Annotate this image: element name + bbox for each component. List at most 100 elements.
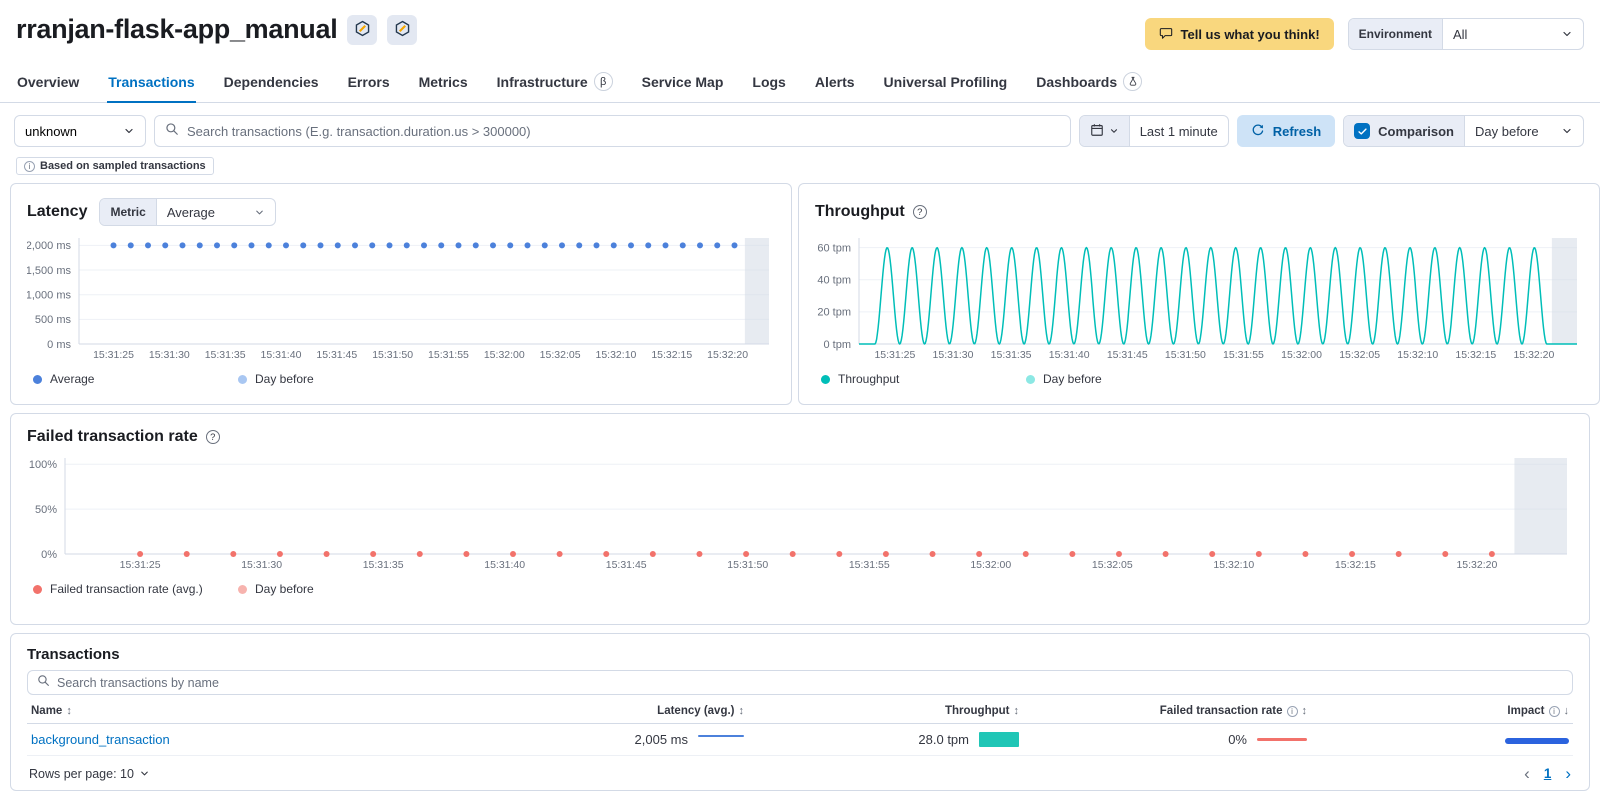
tab-universal-profiling[interactable]: Universal Profiling <box>883 66 1009 102</box>
svg-text:15:31:45: 15:31:45 <box>1107 349 1148 361</box>
tab-dashboards[interactable]: Dashboards <box>1035 66 1143 102</box>
comparison-label: Comparison <box>1378 124 1454 139</box>
time-range-picker[interactable]: Last 1 minute <box>1079 115 1229 147</box>
legend-item[interactable]: Throughput <box>821 372 1026 386</box>
failed-rate-chart: 0%50%100%15:31:2515:31:3015:31:3515:31:4… <box>27 452 1573 574</box>
column-header-impact[interactable]: Impacti↓ <box>1507 705 1569 717</box>
chevron-down-icon <box>123 125 135 137</box>
svg-text:15:31:25: 15:31:25 <box>874 349 915 361</box>
sort-desc-icon: ↓ <box>1564 705 1570 717</box>
tab-label: Service Map <box>642 74 724 90</box>
latency-legend: AverageDay before <box>27 372 775 386</box>
column-header-latency[interactable]: Latency (avg.)↕ <box>657 705 744 717</box>
svg-text:15:32:20: 15:32:20 <box>707 349 748 361</box>
comparison-select[interactable]: Day before <box>1465 116 1583 146</box>
legend-dot-icon <box>238 585 247 594</box>
svg-text:15:32:10: 15:32:10 <box>1397 349 1438 361</box>
svg-text:20 tpm: 20 tpm <box>817 307 851 319</box>
next-page-button[interactable]: › <box>1565 765 1571 782</box>
column-header-failed-rate[interactable]: Failed transaction ratei↕ <box>1160 705 1307 717</box>
svg-text:15:31:50: 15:31:50 <box>727 559 768 571</box>
failed-rate-legend: Failed transaction rate (avg.)Day before <box>27 582 1573 596</box>
tab-alerts[interactable]: Alerts <box>814 66 856 102</box>
refresh-button[interactable]: Refresh <box>1237 115 1335 147</box>
svg-text:15:31:50: 15:31:50 <box>372 349 413 361</box>
svg-text:15:32:15: 15:32:15 <box>651 349 692 361</box>
sort-icon: ↕ <box>1302 705 1308 717</box>
legend-item[interactable]: Day before <box>238 372 443 386</box>
comparison-checkbox[interactable] <box>1354 123 1370 139</box>
svg-text:15:32:15: 15:32:15 <box>1335 559 1376 571</box>
tab-dependencies[interactable]: Dependencies <box>223 66 320 102</box>
transaction-type-select[interactable]: unknown <box>14 115 146 147</box>
latency-chart: 0 ms500 ms1,000 ms1,500 ms2,000 ms15:31:… <box>27 232 775 364</box>
svg-text:15:32:00: 15:32:00 <box>970 559 1011 571</box>
hexagon-wrench-icon <box>354 20 371 40</box>
svg-text:15:31:35: 15:31:35 <box>991 349 1032 361</box>
svg-text:15:31:25: 15:31:25 <box>93 349 134 361</box>
throughput-legend: Throughput Day before <box>815 372 1583 386</box>
tab-label: Dependencies <box>224 74 319 90</box>
throughput-panel: Throughput ? 0 tpm20 tpm40 tpm60 tpm15:3… <box>798 183 1600 405</box>
svg-text:15:32:05: 15:32:05 <box>1092 559 1133 571</box>
info-icon: i <box>24 161 35 172</box>
transaction-search[interactable] <box>154 115 1071 147</box>
legend-item[interactable]: Day before <box>1026 372 1231 386</box>
service-agent-badge-button-1[interactable] <box>347 15 377 45</box>
svg-text:15:31:45: 15:31:45 <box>606 559 647 571</box>
svg-text:15:31:30: 15:31:30 <box>149 349 190 361</box>
column-header-name[interactable]: Name↕ <box>31 705 72 717</box>
svg-text:15:32:20: 15:32:20 <box>1456 559 1497 571</box>
svg-text:15:31:50: 15:31:50 <box>1165 349 1206 361</box>
tab-errors[interactable]: Errors <box>347 66 391 102</box>
impact-bar-track <box>1505 738 1569 744</box>
time-range-value: Last 1 minute <box>1130 116 1228 146</box>
transactions-table-search-input[interactable] <box>57 676 1563 690</box>
tab-overview[interactable]: Overview <box>16 66 80 102</box>
legend-label: Throughput <box>838 372 899 386</box>
column-header-throughput[interactable]: Throughput↕ <box>945 705 1019 717</box>
legend-item[interactable]: Failed transaction rate (avg.) <box>33 582 238 596</box>
tab-transactions[interactable]: Transactions <box>107 66 195 102</box>
tab-metrics[interactable]: Metrics <box>418 66 469 102</box>
tab-label: Metrics <box>419 74 468 90</box>
feedback-button[interactable]: Tell us what you think! <box>1145 18 1334 50</box>
top-bar: rranjan-flask-app_manual Tell us what yo… <box>0 0 1600 50</box>
service-agent-badge-button-2[interactable] <box>387 15 417 45</box>
tab-service-map[interactable]: Service Map <box>641 66 725 102</box>
svg-text:1,000 ms: 1,000 ms <box>27 289 71 301</box>
help-icon: ? <box>913 205 927 219</box>
throughput-title: Throughput ? <box>815 203 927 221</box>
speech-bubble-icon <box>1159 26 1173 43</box>
tab-infrastructure[interactable]: Infrastructureβ <box>496 66 614 102</box>
sort-icon: ↕ <box>66 705 72 717</box>
hexagon-wrench-icon <box>394 20 411 40</box>
tab-logs[interactable]: Logs <box>751 66 786 102</box>
latency-sparkline <box>698 733 744 747</box>
svg-text:0 ms: 0 ms <box>47 339 71 351</box>
svg-text:15:31:35: 15:31:35 <box>205 349 246 361</box>
legend-item[interactable]: Day before <box>238 582 443 596</box>
rows-per-page-button[interactable]: Rows per page: 10 <box>29 767 150 781</box>
environment-label: Environment <box>1349 19 1443 49</box>
svg-text:15:32:15: 15:32:15 <box>1455 349 1496 361</box>
svg-text:50%: 50% <box>35 504 57 516</box>
page-1-button[interactable]: 1 <box>1544 766 1552 781</box>
environment-select[interactable]: Environment All <box>1348 18 1584 50</box>
tech-preview-flask-icon <box>1123 72 1142 91</box>
transaction-name-link[interactable]: background_transaction <box>31 732 170 747</box>
svg-text:15:31:55: 15:31:55 <box>1223 349 1264 361</box>
info-icon: i <box>1549 706 1560 717</box>
sort-icon: ↕ <box>739 705 745 717</box>
legend-item[interactable]: Average <box>33 372 238 386</box>
svg-text:15:32:00: 15:32:00 <box>484 349 525 361</box>
filter-bar: unknown Last 1 minute Refresh Comparison… <box>0 103 1600 147</box>
failed-rate-sparkline <box>1257 738 1307 742</box>
previous-page-button[interactable]: ‹ <box>1524 765 1530 782</box>
transaction-search-input[interactable] <box>187 124 1060 139</box>
transactions-table-search[interactable] <box>27 670 1573 695</box>
svg-text:500 ms: 500 ms <box>35 314 72 326</box>
transactions-panel: Transactions Name↕ Latency (avg.)↕ Throu… <box>10 633 1590 791</box>
svg-text:15:32:10: 15:32:10 <box>1213 559 1254 571</box>
latency-metric-select[interactable]: Metric Average <box>99 198 275 226</box>
